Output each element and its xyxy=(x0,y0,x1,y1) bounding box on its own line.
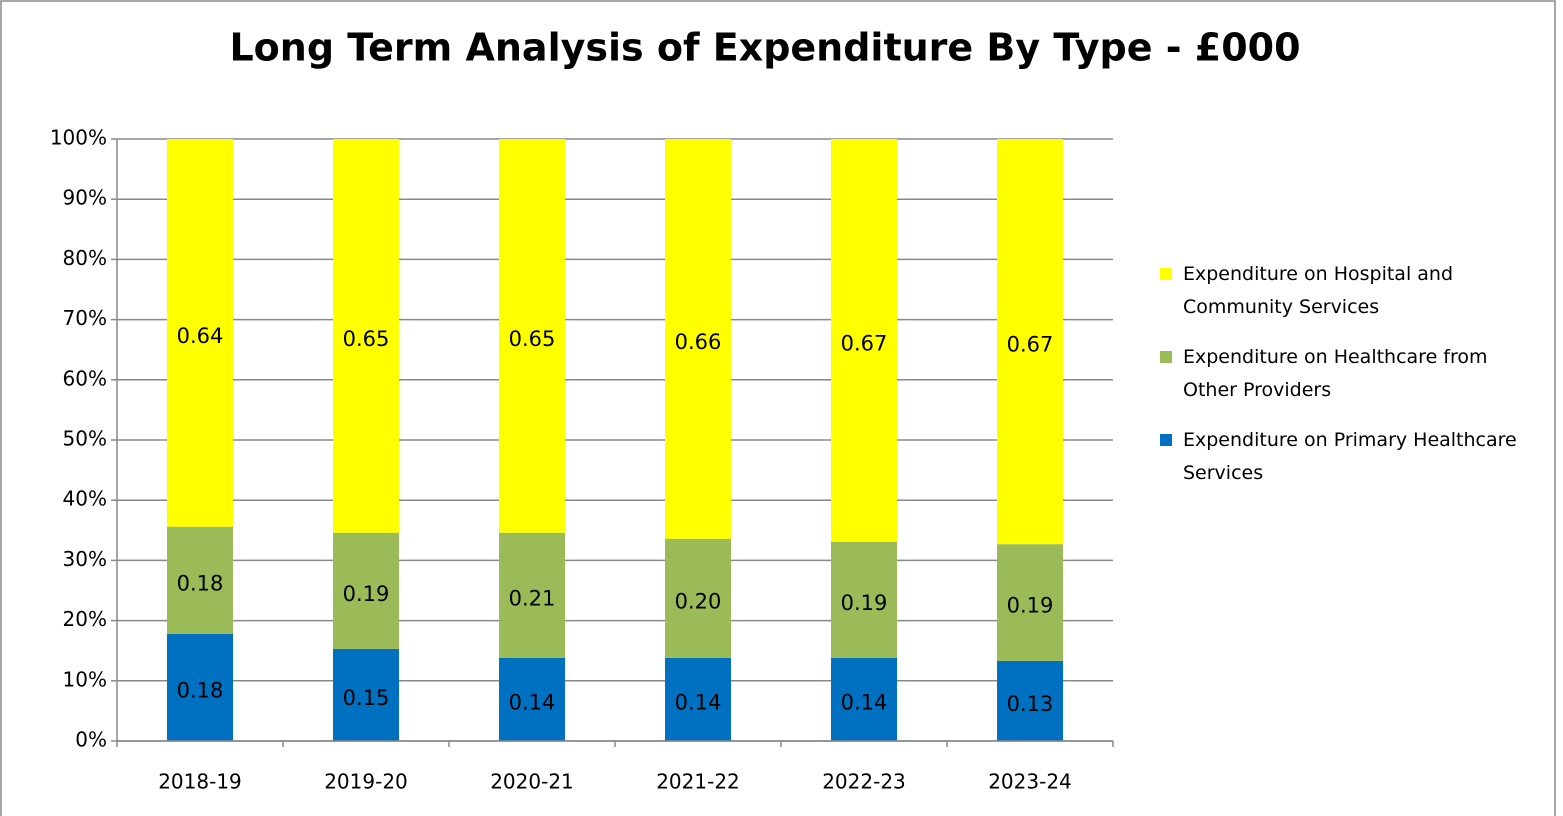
y-tick-label: 10% xyxy=(63,667,107,691)
y-tick-label: 0% xyxy=(75,728,107,752)
data-label: 0.19 xyxy=(841,591,888,615)
legend-label: Expenditure on Healthcare from Other Pro… xyxy=(1183,346,1488,401)
y-tick-label: 100% xyxy=(50,126,107,150)
y-tick-label: 50% xyxy=(63,427,107,451)
bar-segment xyxy=(831,657,897,741)
data-label: 0.14 xyxy=(841,690,888,714)
legend-swatch xyxy=(1160,351,1172,363)
y-tick-label: 30% xyxy=(63,547,107,571)
data-label: 0.14 xyxy=(675,690,722,714)
chart-title: Long Term Analysis of Expenditure By Typ… xyxy=(229,26,1300,70)
bar-segment xyxy=(665,139,731,539)
x-tick-label: 2021-22 xyxy=(656,770,740,794)
bar-segment xyxy=(831,139,897,542)
x-tick-label: 2020-21 xyxy=(490,770,574,794)
y-tick-label: 70% xyxy=(63,306,107,330)
data-label: 0.65 xyxy=(509,327,556,351)
data-label: 0.21 xyxy=(509,586,556,610)
y-tick-label: 90% xyxy=(63,186,107,210)
bar-segment xyxy=(665,657,731,741)
data-label: 0.64 xyxy=(177,324,224,348)
data-label: 0.67 xyxy=(841,331,888,355)
bar-segment xyxy=(167,139,233,527)
bar-segment xyxy=(997,660,1063,741)
legend-swatch xyxy=(1160,268,1172,280)
x-tick-label: 2022-23 xyxy=(822,770,906,794)
data-label: 0.20 xyxy=(675,589,722,613)
data-label: 0.67 xyxy=(1007,333,1054,357)
bar-segment xyxy=(333,139,399,533)
y-tick-label: 20% xyxy=(63,607,107,631)
data-label: 0.19 xyxy=(1007,594,1054,618)
y-tick-label: 40% xyxy=(63,487,107,511)
x-tick-label: 2018-19 xyxy=(158,770,242,794)
bar-segment xyxy=(333,648,399,741)
data-label: 0.18 xyxy=(177,678,224,702)
bar-segment xyxy=(499,532,565,658)
legend-label: Expenditure on Primary Healthcare Servic… xyxy=(1183,429,1517,484)
bar-segment xyxy=(167,633,233,741)
bar-segment xyxy=(665,538,731,658)
bar-segment xyxy=(167,526,233,634)
bar-segment xyxy=(499,657,565,741)
x-tick-label: 2023-24 xyxy=(988,770,1072,794)
data-label: 0.18 xyxy=(177,571,224,595)
bar-segment xyxy=(333,532,399,649)
legend-swatch xyxy=(1160,434,1172,446)
data-label: 0.66 xyxy=(675,330,722,354)
data-label: 0.14 xyxy=(509,690,556,714)
bar-segment xyxy=(831,541,897,658)
bar-segment xyxy=(499,139,565,533)
data-label: 0.13 xyxy=(1007,692,1054,716)
bar-segment xyxy=(997,544,1063,661)
y-tick-label: 80% xyxy=(63,246,107,270)
data-label: 0.65 xyxy=(343,327,390,351)
y-tick-label: 60% xyxy=(63,366,107,390)
data-label: 0.19 xyxy=(343,582,390,606)
bar-segment xyxy=(997,139,1063,545)
data-label: 0.15 xyxy=(343,686,390,710)
legend-label: Expenditure on Hospital and Community Se… xyxy=(1183,263,1454,318)
x-tick-label: 2019-20 xyxy=(324,770,408,794)
